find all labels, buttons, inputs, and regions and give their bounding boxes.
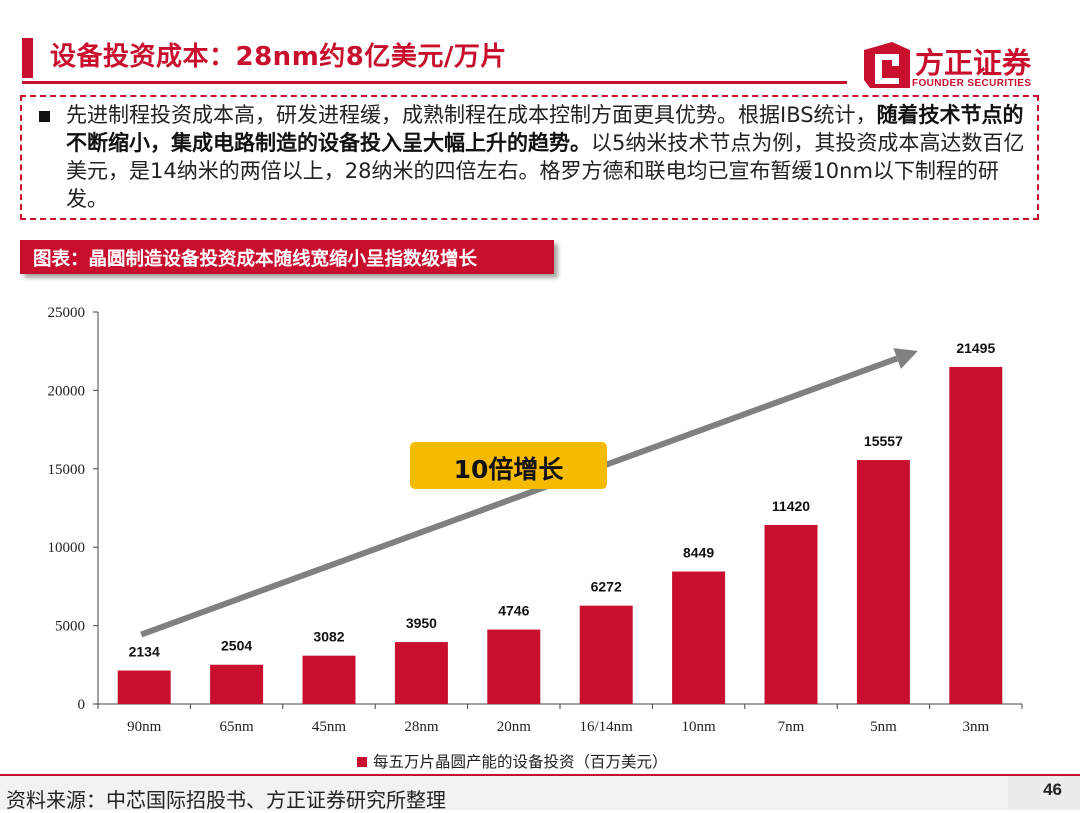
- figure-label: 图表：晶圆制造设备投资成本随线宽缩小呈指数级增长: [20, 240, 554, 274]
- legend-label: 每五万片晶圆产能的设备投资（百万美元）: [373, 753, 668, 771]
- logo-text-en: FOUNDER SECURITIES: [912, 78, 1032, 89]
- y-tick-label: 0: [78, 697, 86, 713]
- x-tick-label: 16/14nm: [580, 719, 634, 735]
- growth-callout-text: 10倍增长: [453, 455, 564, 484]
- x-tick-label: 45nm: [312, 719, 347, 735]
- company-logo: 方正证券 FOUNDER SECURITIES: [862, 40, 1052, 92]
- summary-part3: 以5纳米技术节点为例，其投资成本高达数百亿美元，是14纳米的两倍以上，28纳米的…: [66, 131, 1025, 211]
- title-accent-bar: [22, 38, 33, 78]
- summary-part1: 先进制程投资成本高，研发进程缓，成熟制程在成本控制方面更具优势。根据IBS统计，: [66, 103, 877, 127]
- bar: [487, 629, 541, 704]
- bar-value-label: 4746: [498, 603, 529, 619]
- x-tick-label: 20nm: [497, 719, 532, 735]
- y-axis-ticks: 0 5000 10000 15000 20000 25000: [48, 305, 98, 713]
- summary-paragraph: 先进制程投资成本高，研发进程缓，成熟制程在成本控制方面更具优势。根据IBS统计，…: [66, 101, 1034, 213]
- bar-value-label: 3082: [313, 629, 344, 645]
- footer-source: 资料来源：中芯国际招股书、方正证券研究所整理: [6, 788, 446, 812]
- x-tick-label: 3nm: [962, 719, 989, 735]
- x-tick-label: 7nm: [778, 719, 805, 735]
- bar-value-label: 11420: [772, 498, 810, 514]
- bar: [210, 664, 264, 704]
- x-tick-label: 10nm: [682, 719, 717, 735]
- y-tick-label: 15000: [48, 462, 86, 478]
- trend-arrow-head-icon: [893, 348, 918, 369]
- page-title: 设备投资成本：28nm约8亿美元/万片: [50, 42, 507, 72]
- bar: [856, 460, 910, 704]
- bullet-square-icon: [39, 111, 50, 122]
- y-tick-label: 25000: [48, 305, 86, 321]
- trend-arrow-line: [140, 355, 899, 638]
- title-underline: [22, 81, 847, 84]
- x-axis-ticks: 90nm 65nm 45nm 28nm 20nm 16/14nm 10nm 7nm 5nm 3nm: [97, 704, 1023, 735]
- bar-value-label: 6272: [591, 579, 622, 595]
- bar-value-label: 2134: [129, 644, 160, 660]
- summary-box: 先进制程投资成本高，研发进程缓，成熟制程在成本控制方面更具优势。根据IBS统计，…: [20, 95, 1039, 220]
- bar-value-label: 2504: [221, 638, 252, 654]
- bar-value-label: 8449: [683, 545, 714, 561]
- y-tick-label: 10000: [48, 540, 86, 556]
- logo-text-cn: 方正证券: [915, 46, 1032, 80]
- x-tick-label: 28nm: [404, 719, 439, 735]
- bar-data-labels: 2134 2504 3082 3950 4746 6272 8449 11420 15557 21…: [129, 340, 996, 660]
- bar-value-label: 21495: [956, 340, 995, 356]
- growth-callout: 10倍增长: [410, 442, 607, 489]
- chart-legend: 每五万片晶圆产能的设备投资（百万美元）: [357, 750, 668, 772]
- bar: [672, 571, 726, 704]
- bar-value-label: 15557: [864, 433, 903, 449]
- trend-arrow: [140, 348, 918, 638]
- bar: [117, 670, 171, 704]
- x-tick-label: 90nm: [127, 719, 162, 735]
- x-tick-label: 5nm: [870, 719, 897, 735]
- y-tick-label: 20000: [48, 383, 86, 399]
- logo-mark-icon: [864, 42, 910, 88]
- bar: [579, 605, 633, 704]
- summary-emphasis: 随着技术节点的不断缩小，集成电路制造的设备投入呈大幅上升的趋势。: [66, 103, 1024, 155]
- page-number: 46: [1043, 780, 1062, 799]
- legend-swatch: [357, 757, 367, 767]
- bar: [302, 655, 356, 704]
- x-tick-label: 65nm: [220, 719, 255, 735]
- bar-series: [117, 366, 1003, 704]
- footer-rule: [0, 774, 1080, 776]
- bar: [394, 642, 448, 704]
- footer-bar: [0, 776, 1008, 810]
- y-tick-label: 5000: [55, 619, 85, 635]
- page-number-box: 46: [1008, 776, 1080, 810]
- bar-value-label: 3950: [406, 615, 437, 631]
- bar: [949, 366, 1003, 704]
- bar: [764, 524, 818, 704]
- figure-label-text: 图表：晶圆制造设备投资成本随线宽缩小呈指数级增长: [33, 249, 478, 270]
